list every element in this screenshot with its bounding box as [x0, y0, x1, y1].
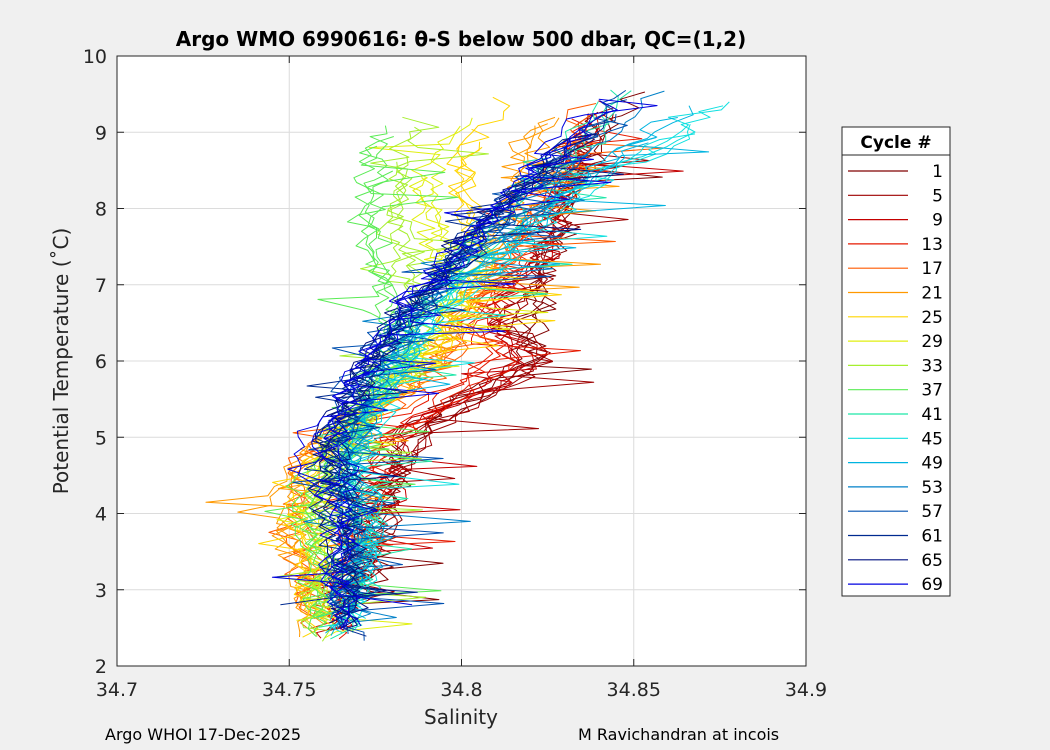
legend-entry-label: 33	[921, 356, 943, 376]
series-layer	[205, 89, 730, 642]
profile-line-cycle-49	[329, 142, 649, 621]
legend-entry-label: 37	[921, 381, 943, 401]
x-tick-label: 34.7	[96, 679, 138, 701]
x-tick-label: 34.9	[785, 679, 827, 701]
legend-entry-label: 61	[921, 527, 943, 547]
legend-box	[841, 126, 951, 597]
y-tick-label: 10	[83, 46, 107, 68]
profile-line-cycle-69	[287, 98, 658, 630]
legend-entry-label: 41	[921, 405, 943, 425]
profile-line-cycle-49	[337, 137, 710, 629]
legend-title: Cycle #	[860, 133, 931, 153]
profile-line-cycle-25	[288, 146, 556, 638]
legend-entry-label: 49	[921, 454, 943, 474]
y-tick-label: 5	[95, 427, 107, 449]
legend-entry-label: 57	[921, 502, 943, 522]
x-tick-label: 34.75	[262, 679, 316, 701]
footer-source: Argo WHOI 17-Dec-2025	[105, 725, 302, 744]
legend-entry-label: 53	[921, 478, 943, 498]
footer-credit: M Ravichandran at incois	[578, 725, 780, 744]
profile-line-cycle-53	[322, 146, 592, 620]
legend-entry-label: 45	[921, 429, 943, 449]
profile-line-cycle-69	[316, 100, 618, 606]
legend-entry-label: 21	[921, 284, 943, 304]
y-tick-label: 6	[95, 351, 107, 373]
legend-entry-label: 9	[932, 211, 943, 231]
chart-title: Argo WMO 6990616: θ-S below 500 dbar, QC…	[176, 27, 746, 51]
y-tick-label: 2	[95, 656, 107, 678]
x-tick-label: 34.8	[440, 679, 482, 701]
profile-line-cycle-69	[271, 114, 612, 627]
y-tick-label: 4	[95, 504, 107, 526]
legend-entry-label: 1	[932, 162, 943, 182]
tick-layer: 34.7 34.75 34.8 34.85 34.9 2 3 4 5 6 7 8 9 10	[83, 46, 827, 701]
x-tick-label: 34.85	[607, 679, 661, 701]
legend-entry-label: 25	[921, 308, 943, 328]
legend: Cycle # 1 5 9 13 17 21 25 29 33 37 41 45 49 53 57 61 65 6…	[841, 126, 951, 597]
legend-entry-label: 5	[932, 186, 943, 206]
profile-line-cycle-57	[321, 99, 628, 634]
legend-entry-label: 69	[921, 575, 943, 595]
y-tick-label: 3	[95, 580, 107, 602]
legend-entry-label: 65	[921, 551, 943, 571]
y-tick-label: 8	[95, 199, 107, 221]
y-tick-label: 7	[95, 275, 107, 297]
legend-entry-label: 17	[921, 259, 943, 279]
profile-line-cycle-69	[318, 128, 592, 630]
legend-entry-label: 13	[921, 235, 943, 255]
y-tick-label: 9	[95, 122, 107, 144]
y-axis-label: Potential Temperature (˚C)	[49, 228, 73, 495]
profile-line-cycle-61	[280, 147, 558, 606]
legend-entry-label: 29	[921, 332, 943, 352]
x-axis-label: Salinity	[424, 705, 498, 729]
